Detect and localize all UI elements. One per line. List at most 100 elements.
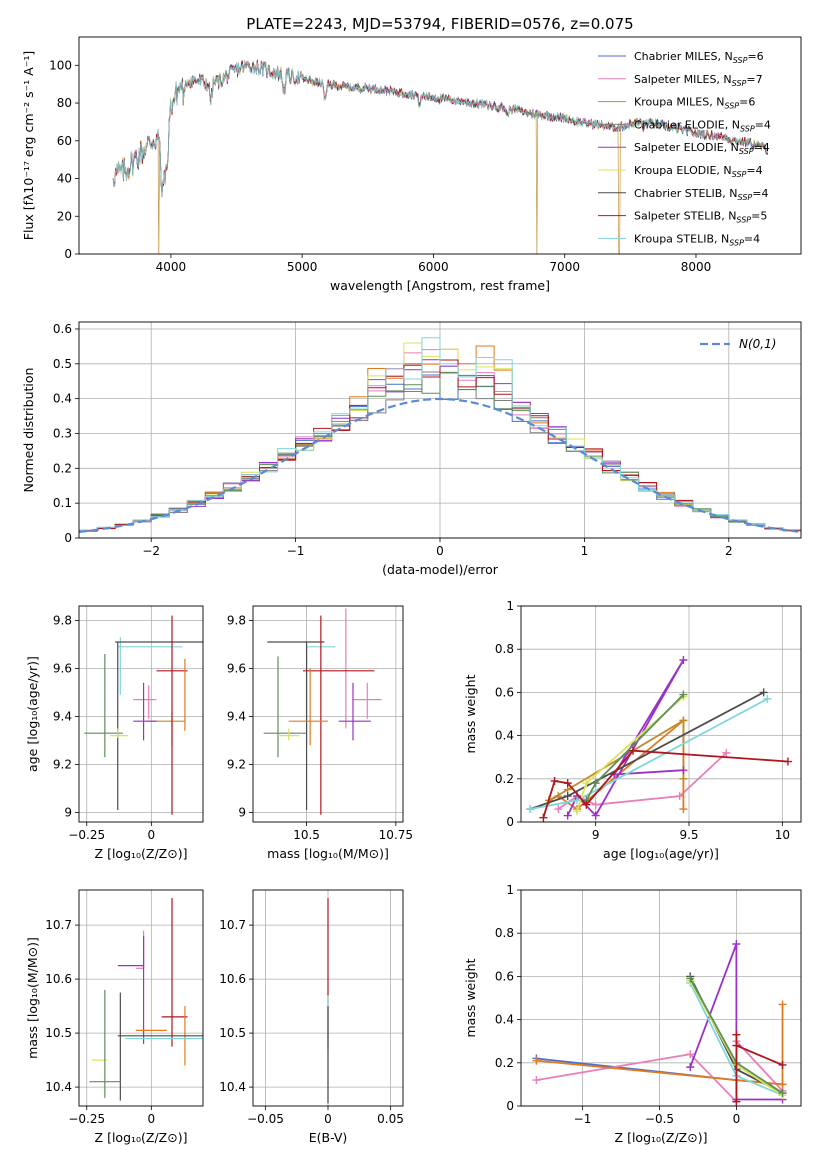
x-tick-label: 0 <box>733 1112 741 1126</box>
legend-count: =4 <box>752 187 768 200</box>
x-axis-label: mass [log₁₀(M/M⊙)] <box>267 846 389 861</box>
y-tick-label: 10.7 <box>45 918 72 932</box>
legend-name: Salpeter STELIB, N <box>634 210 736 223</box>
y-tick-label: 0 <box>506 815 514 829</box>
y-tick-label: 10.4 <box>45 1080 72 1094</box>
weight-marker <box>778 1000 787 1009</box>
y-tick-label: 80 <box>57 96 72 110</box>
histogram-series <box>79 337 801 534</box>
legend-subscript: SSP <box>736 216 751 225</box>
legend-name: Chabrier STELIB, N <box>634 187 738 200</box>
legend-subscript: SSP <box>740 124 755 133</box>
x-tick-label: −2 <box>142 544 160 558</box>
weight-marker <box>563 779 572 788</box>
legend-subscript: SSP <box>732 79 747 88</box>
x-axis-label: wavelength [Angstrom, rest frame] <box>330 278 550 293</box>
y-tick-label: 0.4 <box>495 729 514 743</box>
y-tick-label: 0.3 <box>53 426 72 440</box>
weight-marker <box>591 779 600 788</box>
y-tick-label: 0.2 <box>495 772 514 786</box>
weight-marker <box>573 807 581 816</box>
x-tick-label: 0.05 <box>377 1112 404 1126</box>
x-tick-label: −0.05 <box>247 1112 284 1126</box>
y-axis-label: Flux [fλ10⁻¹⁷ erg cm⁻² s⁻¹ A⁻¹] <box>21 51 36 240</box>
legend-subscript: SSP <box>739 147 754 156</box>
legend-name: Kroupa ELODIE, N <box>634 164 732 177</box>
y-tick-label: 9.8 <box>53 613 72 627</box>
y-tick-label: 0.8 <box>495 926 514 940</box>
legend-count: =4 <box>754 141 770 154</box>
mass_vs_Z-panel: −0.25 0 10.4 10.5 10.6 10.7 Z [log₁₀(Z/Z⊙)] mas… <box>25 889 204 1145</box>
legend-count: =4 <box>744 232 760 245</box>
y-tick-label: 60 <box>57 134 72 148</box>
y-tick-label: 9.4 <box>53 709 72 723</box>
spectrum-series <box>112 60 768 195</box>
weight-line <box>566 659 685 817</box>
axes-frame <box>78 889 204 1107</box>
x-axis-label: Z [log₁₀(Z/Z⊙)] <box>615 1130 708 1145</box>
y-tick-label: 9.2 <box>227 757 246 771</box>
y-tick-label: 9 <box>64 805 72 819</box>
x-tick-label: 10.5 <box>293 828 320 842</box>
legend-name: Chabrier MILES, N <box>634 50 733 63</box>
legend-name: Kroupa STELIB, N <box>634 232 729 245</box>
x-tick-label: 5000 <box>287 260 318 274</box>
weight-marker <box>732 1041 741 1050</box>
y-tick-label: 9.4 <box>227 709 246 723</box>
weight-marker <box>629 746 637 755</box>
x-axis-label: E(B-V) <box>309 1130 348 1145</box>
y-tick-label: 10.5 <box>45 1026 72 1040</box>
x-tick-label: 6000 <box>418 260 449 274</box>
legend-count: =7 <box>746 73 762 86</box>
y-tick-label: 0 <box>64 247 72 261</box>
y-tick-label: 0.2 <box>495 1056 514 1070</box>
legend-count: =4 <box>755 118 771 131</box>
x-axis-label: Z [log₁₀(Z/Z⊙)] <box>95 846 188 861</box>
axes-frame <box>520 605 802 823</box>
x-tick-label: 0 <box>436 544 444 558</box>
y-tick-label: 20 <box>57 209 72 223</box>
y-tick-label: 1 <box>506 883 514 897</box>
legend-subscript: SSP <box>732 170 747 179</box>
legend-entry: Chabrier STELIB, NSSP=4 <box>634 187 768 202</box>
x-tick-label: 8000 <box>681 260 712 274</box>
weight-marker <box>591 800 600 809</box>
y-axis-label: mass weight <box>463 674 478 753</box>
weight-marker <box>679 805 688 814</box>
legend-subscript: SSP <box>724 102 739 111</box>
y-tick-label: 0.6 <box>495 685 514 699</box>
y-tick-label: 0.1 <box>53 496 72 510</box>
x-axis-label: Z [log₁₀(Z/Z⊙)] <box>95 1130 188 1145</box>
y-axis-label: mass [log₁₀(M/M⊙)] <box>25 937 40 1059</box>
y-tick-label: 10.6 <box>219 972 246 986</box>
legend-entry: N(0,1) <box>739 337 776 351</box>
spectrum-panel: 4000 5000 6000 7000 8000 0 20 40 60 80 100 waveleng… <box>21 36 802 293</box>
y-tick-label: 0.6 <box>495 969 514 983</box>
y-tick-label: 0.5 <box>53 357 72 371</box>
x-tick-label: 0 <box>148 828 156 842</box>
weight-marker <box>722 748 731 757</box>
weight_vs_Z-panel: −1 −0.5 0 0 0.2 0.4 0.6 0.8 1 Z [log₁₀(Z/Z⊙)] mass… <box>463 883 802 1145</box>
y-tick-label: 9 <box>238 805 246 819</box>
weight-marker <box>732 1097 741 1106</box>
histograms <box>79 337 801 534</box>
panels: 4000 5000 6000 7000 8000020406080100waveleng… <box>21 36 802 1145</box>
weight-marker <box>732 940 741 948</box>
legend-count: =6 <box>739 96 755 109</box>
residuals-panel: −2 −1 0 1 2 0 0.1 0.2 0.3 0.4 0.5 0.6 (data-model)/e… <box>21 321 802 577</box>
weight-line <box>536 1004 784 1086</box>
age_vs_mass-panel: 10.5 10.75 9 9.2 9.4 9.6 9.8 mass [log₁₀(M/M⊙)] <box>227 605 413 861</box>
axes-frame <box>520 889 802 1107</box>
weight_vs_age-series <box>526 656 792 822</box>
legend-entry: Kroupa MILES, NSSP=6 <box>634 96 755 111</box>
y-tick-label: 10.5 <box>219 1026 246 1040</box>
weight-marker <box>686 1063 695 1072</box>
age_vs_mass-points <box>263 608 382 815</box>
legend-entry: Salpeter ELODIE, NSSP=4 <box>634 141 770 156</box>
weight-marker <box>679 774 688 783</box>
weight-marker <box>778 1089 787 1098</box>
weight-marker <box>686 1050 695 1059</box>
weight-marker <box>759 688 768 697</box>
legend-name: Salpeter MILES, N <box>634 73 732 86</box>
